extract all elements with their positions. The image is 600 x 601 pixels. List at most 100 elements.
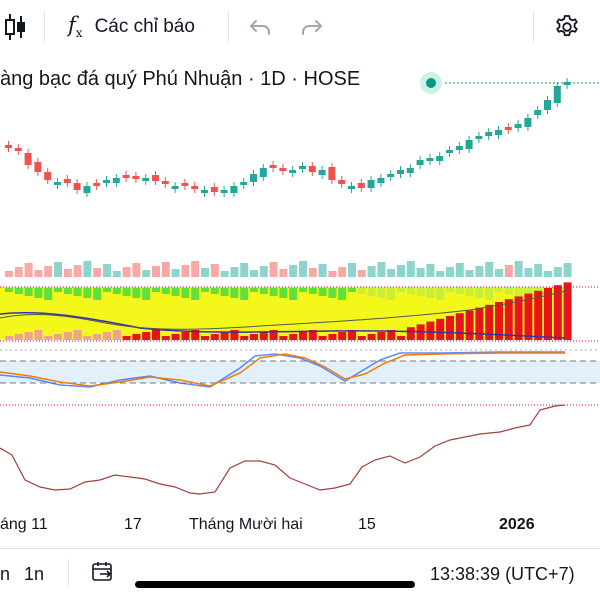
volume-bar	[504, 265, 513, 277]
indicator-green-bar	[397, 288, 405, 292]
candle	[426, 154, 434, 165]
price-chart[interactable]	[0, 0, 600, 548]
volume-bar	[122, 267, 131, 277]
candle	[122, 171, 130, 182]
indicator-red-bar	[161, 336, 170, 340]
volume-bar	[348, 263, 356, 277]
indicator-green-bar	[34, 288, 43, 298]
indicator-green-bar	[250, 288, 258, 292]
indicator-green-bar	[14, 288, 23, 294]
volume-bar	[220, 271, 229, 277]
x-axis-label: 17	[124, 516, 142, 533]
volume-bar	[524, 268, 533, 277]
x-axis-label: Tháng Mười hai	[189, 516, 303, 533]
market-status-dot[interactable]	[426, 78, 436, 88]
toolbar-divider	[68, 559, 69, 587]
indicator-red-bar	[436, 318, 445, 340]
candle	[112, 174, 120, 187]
volume-bar	[191, 261, 200, 277]
indicator-green-bar	[240, 288, 249, 300]
indicator-red-bar	[220, 332, 229, 340]
indicator-red-bar	[122, 336, 131, 340]
candle	[495, 126, 502, 139]
indicator-green-bar	[83, 288, 92, 298]
indicator-red-bar	[132, 334, 141, 340]
candle	[357, 179, 365, 192]
indicator-red-bar	[338, 332, 347, 340]
candle	[210, 183, 218, 196]
indicator-green-bar	[152, 288, 160, 292]
candle	[142, 174, 150, 185]
indicator-red-bar	[357, 336, 366, 340]
indicator-red-bar	[240, 336, 249, 340]
volume-bar	[289, 265, 298, 277]
volume-bar	[63, 269, 72, 277]
indicator-red-bar	[348, 330, 356, 340]
candle	[132, 172, 140, 183]
indicator-green-bar	[289, 288, 298, 300]
volume-bar	[93, 268, 102, 277]
volume-bar	[328, 271, 337, 277]
goto-date-icon[interactable]	[90, 561, 118, 585]
indicator-green-bar	[514, 288, 523, 296]
candles-layer	[5, 78, 571, 197]
undo-icon[interactable]	[246, 14, 274, 40]
volume-bar	[426, 264, 435, 277]
volume-bar	[34, 270, 43, 277]
volume-bar	[318, 264, 327, 277]
indicators-button[interactable]: fx Các chỉ báo	[68, 12, 195, 42]
candle	[308, 162, 316, 176]
volume-bar	[161, 262, 170, 277]
indicator-red-bar	[279, 336, 288, 340]
indicators-label: Các chỉ báo	[94, 16, 195, 37]
indicator-green-bar	[318, 288, 327, 296]
toolbar-divider	[533, 12, 534, 42]
candle	[279, 164, 287, 175]
candle	[455, 142, 463, 154]
indicator-red-bar	[465, 310, 474, 340]
indicator-green-bar	[416, 288, 425, 296]
volume-bar	[299, 261, 307, 277]
indicator-red-bar	[534, 290, 543, 340]
candle	[514, 120, 522, 132]
volume-bar	[152, 266, 160, 277]
candlestick-icon[interactable]	[0, 10, 30, 44]
redo-icon[interactable]	[298, 14, 326, 40]
volume-bar	[44, 266, 53, 277]
indicator-green-bar	[181, 288, 190, 298]
indicator-red-bar	[495, 302, 503, 340]
volume-bar	[455, 263, 464, 277]
indicator-red-bar	[54, 334, 62, 340]
interval-button[interactable]: 1n	[24, 564, 45, 584]
volume-bar	[475, 266, 484, 277]
candle	[367, 176, 375, 192]
volume-bar	[5, 271, 13, 277]
indicator-red-bar	[367, 334, 376, 340]
candle	[397, 166, 404, 178]
gear-icon[interactable]	[550, 10, 584, 44]
candle	[63, 175, 71, 187]
indicator-blue-line	[0, 312, 566, 339]
indicator-green-bar	[299, 288, 307, 292]
indicator-red-bar	[387, 330, 396, 340]
candle	[220, 186, 228, 197]
indicator-red-bar	[24, 332, 33, 340]
candle	[14, 144, 22, 155]
indicator-red-bar	[259, 332, 268, 340]
volume-bar	[201, 268, 209, 277]
interval-button[interactable]: n	[0, 564, 11, 584]
indicator-green-bar	[122, 288, 131, 296]
indicator-red-bar	[93, 334, 102, 340]
indicator-green-bar	[24, 288, 33, 296]
indicator-red-bar	[152, 330, 160, 340]
volume-bars	[5, 261, 572, 277]
candle	[44, 168, 52, 184]
indicator-red-bar	[299, 332, 307, 340]
indicator-red-bar	[475, 307, 484, 340]
candle	[377, 174, 385, 187]
candle	[24, 149, 32, 169]
volume-bar	[377, 262, 386, 277]
indicator-green-bar	[475, 288, 484, 298]
clock-time[interactable]: 13:38:39 (UTC+7)	[430, 564, 575, 584]
indicator-green-bar	[220, 288, 229, 296]
